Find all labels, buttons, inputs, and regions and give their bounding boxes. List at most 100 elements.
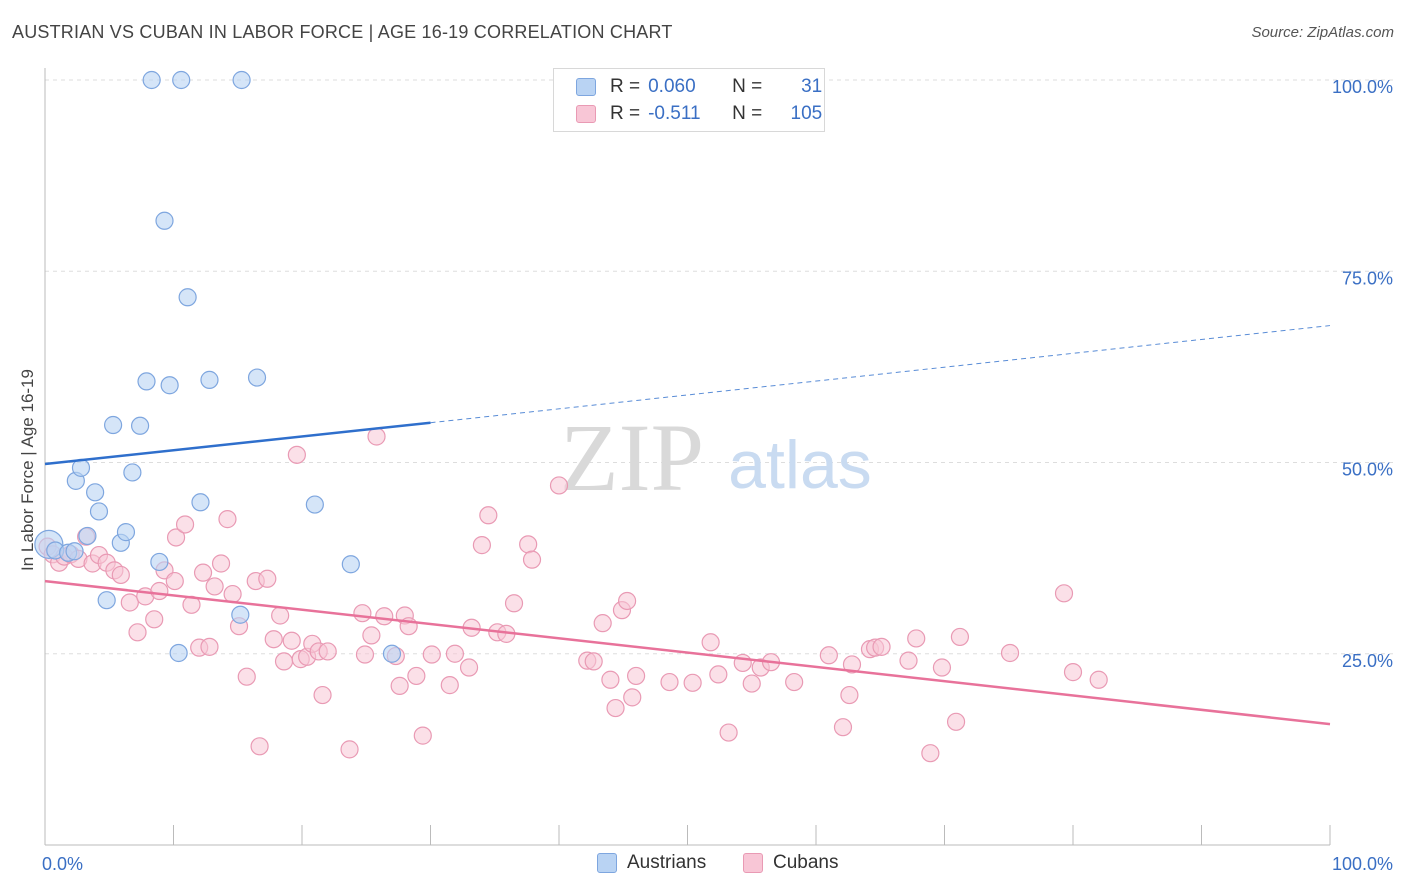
cubans-point-80	[683, 673, 702, 692]
cubans-point-36	[274, 652, 294, 671]
cubans-point-99	[932, 658, 952, 677]
cubans-point-104	[1063, 663, 1083, 682]
cubans-swatch	[576, 105, 596, 123]
cubans-point-24	[200, 637, 219, 656]
cubans-point-103	[1054, 584, 1074, 603]
cubans-point-15	[145, 610, 164, 629]
cubans-point-62	[472, 536, 491, 555]
cubans-n-value: 105	[790, 103, 823, 124]
cubans-point-58	[440, 676, 459, 695]
cubans-point-81	[701, 633, 720, 652]
austrians-point-10	[104, 415, 123, 435]
cubans-point-98	[921, 744, 940, 763]
cubans-point-26	[211, 554, 231, 573]
cubans-point-90	[833, 718, 853, 737]
cubans-point-97	[907, 629, 926, 648]
cubans-point-28	[223, 584, 242, 604]
cubans-point-68	[522, 550, 542, 569]
austrians-point-17	[150, 552, 169, 572]
cubans-point-55	[407, 666, 426, 686]
austrians-trendline	[44, 421, 431, 466]
cubans-point-33	[258, 569, 277, 588]
cubans-point-45	[340, 740, 359, 759]
cubans-point-89	[819, 646, 838, 665]
austrians-point-15	[137, 372, 156, 391]
austrians-swatch	[576, 78, 596, 96]
cubans-point-92	[842, 655, 862, 674]
cubans-r-value: -0.511	[648, 103, 701, 124]
cubans-point-79	[660, 672, 679, 692]
watermark-atlas: atlas	[728, 427, 872, 503]
austrians-legend-swatch	[597, 853, 617, 873]
cubans-point-30	[237, 667, 256, 686]
austrians-point-12	[116, 523, 136, 542]
austrians-legend-label: Austrians	[627, 852, 707, 873]
cubans-point-83	[719, 723, 738, 742]
cubans-point-101	[950, 627, 970, 647]
chart-title: AUSTRIAN VS CUBAN IN LABOR FORCE | AGE 1…	[12, 22, 673, 42]
series-legend: Austrians Cubans	[0, 852, 1406, 878]
austrians-point-19	[160, 376, 179, 395]
cubans-point-32	[250, 737, 269, 756]
y-tick-label-100: 100.0%	[1332, 77, 1393, 97]
austrians-point-24	[200, 370, 219, 389]
cubans-point-78	[626, 666, 646, 686]
correlation-legend: R = 0.060 N = 31 R = -0.511 N = 105	[553, 68, 825, 132]
cubans-point-73	[601, 670, 620, 689]
watermark: ZIP atlas	[560, 404, 872, 511]
cubans-point-20	[175, 515, 195, 534]
austrians-point-13	[123, 463, 142, 482]
cubans-point-72	[593, 614, 612, 633]
cubans-point-43	[313, 685, 332, 705]
cubans-point-74	[606, 698, 625, 718]
cubans-point-34	[264, 630, 283, 649]
cubans-point-50	[375, 607, 394, 626]
x-tick-label-min: 0.0%	[42, 854, 83, 874]
cubans-point-23	[193, 563, 213, 582]
cubans-legend-label: Cubans	[773, 852, 839, 873]
cubans-point-63	[479, 506, 498, 525]
cubans-point-56	[413, 726, 432, 745]
source-label: Source: ZipAtlas.com	[1251, 24, 1394, 41]
cubans-point-27	[218, 510, 237, 529]
austrians-point-16	[142, 70, 161, 90]
trend-lines	[44, 325, 1331, 726]
austrians-point-26	[232, 70, 251, 90]
austrians-point-20	[169, 643, 188, 663]
cubans-point-18	[165, 571, 184, 591]
cubans-point-12	[120, 593, 139, 612]
watermark-zip: ZIP	[560, 404, 704, 511]
austrians-point-28	[305, 495, 324, 514]
y-axis-title: In Labor Force | Age 16-19	[18, 369, 37, 571]
cubans-point-102	[1000, 643, 1020, 663]
cubans-trendline	[44, 579, 1331, 726]
austrians-r-value: 0.060	[648, 76, 696, 97]
austrians-point-8	[89, 502, 109, 521]
legend-row-austrians: R = 0.060 N = 31	[576, 75, 822, 99]
austrians-point-14	[130, 416, 150, 435]
austrians-point-21	[172, 70, 191, 90]
cubans-point-46	[353, 604, 372, 623]
cubans-point-57	[422, 645, 441, 664]
austrians-r-label: R =	[610, 76, 641, 97]
austrians-n-value: 31	[801, 76, 823, 97]
cubans-point-71	[584, 652, 603, 671]
cubans-point-100	[946, 712, 966, 731]
austrians-point-23	[191, 493, 210, 512]
cubans-point-66	[504, 594, 524, 613]
cubans-point-69	[549, 476, 569, 495]
austrians-point-7	[86, 483, 105, 502]
cubans-point-19	[166, 528, 186, 547]
cubans-point-85	[742, 674, 761, 693]
x-tick-label-max: 100.0%	[1332, 854, 1393, 874]
cubans-point-48	[362, 626, 381, 645]
axes	[44, 68, 1331, 846]
austrians-points	[34, 70, 402, 663]
austrians-point-9	[97, 591, 116, 610]
austrians-point-6	[78, 526, 97, 546]
cubans-point-35	[271, 606, 290, 625]
cubans-point-105	[1089, 670, 1108, 689]
austrians-point-29	[341, 555, 360, 574]
austrians-point-30	[382, 644, 402, 663]
